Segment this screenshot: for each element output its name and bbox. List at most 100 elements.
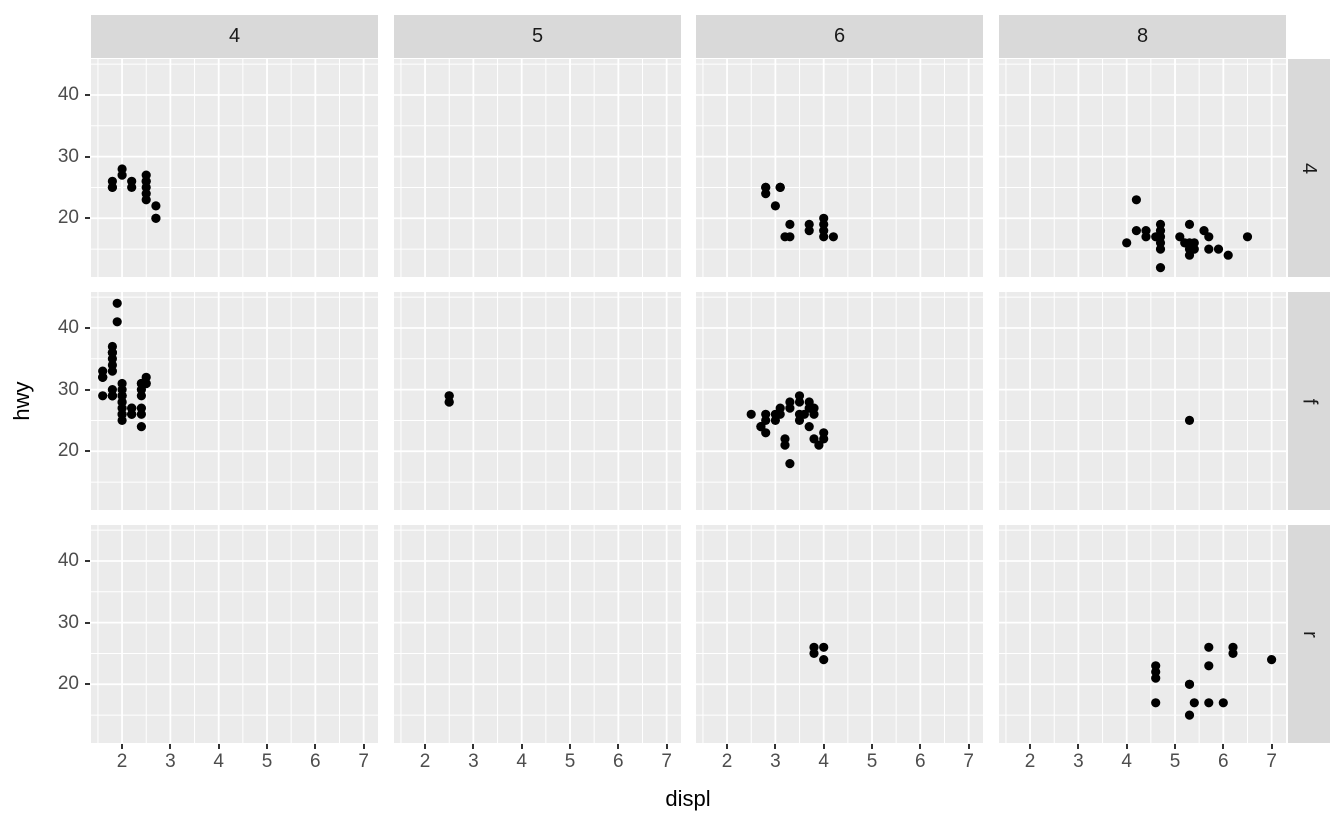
data-point bbox=[819, 655, 829, 665]
col-facet-label: 4 bbox=[228, 25, 241, 47]
data-point bbox=[117, 415, 127, 425]
y-tick-label: 30 bbox=[57, 611, 79, 633]
x-tick-mark bbox=[1174, 744, 1177, 749]
data-point bbox=[804, 422, 814, 432]
y-tick-label: 20 bbox=[57, 673, 79, 695]
y-tick-mark bbox=[85, 217, 90, 220]
row-facet-strip-4: 4 bbox=[1288, 59, 1330, 277]
row-facet-strip-f: f bbox=[1288, 292, 1330, 510]
x-tick-mark bbox=[1270, 744, 1273, 749]
y-tick-label: 40 bbox=[57, 549, 79, 571]
data-point bbox=[799, 409, 809, 419]
data-point bbox=[1151, 698, 1161, 708]
x-tick-label: 4 bbox=[1121, 751, 1132, 772]
data-point bbox=[98, 391, 108, 401]
data-point bbox=[1184, 219, 1195, 229]
data-point bbox=[1189, 698, 1199, 708]
x-tick-mark bbox=[362, 744, 365, 749]
y-tick-mark bbox=[85, 683, 90, 686]
data-point bbox=[785, 232, 795, 242]
row-facet-strip-r: r bbox=[1288, 525, 1330, 743]
data-point bbox=[1218, 698, 1228, 708]
data-point bbox=[785, 459, 795, 469]
data-point bbox=[1199, 226, 1209, 236]
row-facet-label: 4 bbox=[1298, 162, 1321, 174]
row-facet-label: r bbox=[1298, 630, 1321, 638]
data-point bbox=[785, 403, 795, 413]
panel-canvas bbox=[91, 525, 378, 743]
y-tick-mark bbox=[85, 559, 90, 562]
x-tick-mark bbox=[121, 744, 124, 749]
data-point bbox=[1131, 226, 1141, 236]
x-tick-label: 6 bbox=[915, 751, 926, 772]
panel-canvas bbox=[696, 525, 983, 743]
x-tick-mark bbox=[822, 744, 825, 749]
col-facet-strip-8: 8 bbox=[999, 15, 1286, 58]
data-point bbox=[775, 182, 785, 192]
y-tick-mark bbox=[85, 450, 90, 453]
data-point bbox=[1155, 244, 1166, 254]
data-point bbox=[107, 182, 117, 192]
facet-panel-cyl8-drv4 bbox=[999, 59, 1286, 277]
data-point bbox=[1184, 710, 1195, 720]
data-point bbox=[151, 201, 161, 211]
x-tick-label: 5 bbox=[1169, 751, 1181, 772]
panel-canvas bbox=[394, 525, 681, 743]
facet-panel-cyl4-drvr bbox=[91, 525, 378, 743]
data-point bbox=[794, 397, 805, 407]
x-tick-mark bbox=[314, 744, 317, 749]
data-point bbox=[127, 409, 137, 419]
data-point bbox=[112, 317, 122, 327]
facet-panel-cyl5-drvr bbox=[394, 525, 681, 743]
x-tick-mark bbox=[726, 744, 729, 749]
panel-canvas bbox=[394, 292, 681, 510]
x-tick-label: 7 bbox=[358, 751, 369, 772]
data-point bbox=[761, 189, 771, 199]
data-point bbox=[775, 409, 785, 419]
x-tick-label: 4 bbox=[213, 751, 224, 772]
x-tick-mark bbox=[665, 744, 668, 749]
data-point bbox=[809, 434, 819, 444]
y-tick-mark bbox=[85, 93, 90, 96]
x-tick-mark bbox=[169, 744, 172, 749]
x-tick-label: 3 bbox=[468, 751, 479, 772]
y-tick-label: 40 bbox=[57, 83, 79, 105]
data-point bbox=[1122, 238, 1132, 248]
data-point bbox=[136, 391, 146, 401]
x-tick-mark bbox=[217, 744, 220, 749]
panel-canvas bbox=[999, 525, 1286, 743]
data-point bbox=[1131, 195, 1141, 205]
x-tick-mark bbox=[919, 744, 922, 749]
row-facet-label: f bbox=[1298, 398, 1321, 404]
data-point bbox=[1175, 232, 1185, 242]
col-facet-label: 6 bbox=[833, 25, 846, 47]
x-tick-mark bbox=[1077, 744, 1080, 749]
facet-panel-cyl6-drv4 bbox=[696, 59, 983, 277]
x-axis-title: displ bbox=[665, 786, 711, 811]
x-tick-label: 7 bbox=[661, 751, 672, 772]
y-tick-label: 40 bbox=[57, 316, 79, 338]
data-point bbox=[809, 409, 819, 419]
data-point bbox=[794, 415, 805, 425]
facet-panel-cyl5-drvf bbox=[394, 292, 681, 510]
x-tick-mark bbox=[871, 744, 874, 749]
data-point bbox=[780, 440, 790, 450]
data-point bbox=[814, 440, 824, 450]
panel-canvas bbox=[394, 59, 681, 277]
x-tick-label: 3 bbox=[1073, 751, 1084, 772]
facet-panel-cyl8-drvf bbox=[999, 292, 1286, 510]
data-point bbox=[1242, 232, 1253, 242]
y-tick-label: 30 bbox=[57, 145, 79, 167]
data-point bbox=[141, 378, 151, 389]
data-point bbox=[1151, 673, 1161, 683]
data-point bbox=[141, 195, 151, 205]
data-point bbox=[127, 182, 137, 192]
data-point bbox=[1213, 244, 1224, 254]
col-facet-strip-4: 4 bbox=[91, 15, 378, 58]
x-tick-label: 6 bbox=[310, 751, 321, 772]
data-point bbox=[1223, 250, 1233, 260]
data-point bbox=[785, 219, 795, 229]
data-point bbox=[136, 409, 146, 419]
data-point bbox=[117, 170, 127, 180]
